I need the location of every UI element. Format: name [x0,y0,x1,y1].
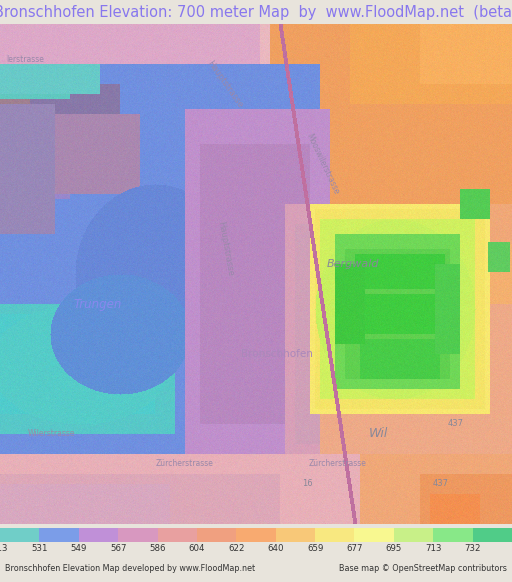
Text: 437: 437 [432,480,449,488]
Bar [39,528,79,542]
Text: 640: 640 [267,544,284,553]
Bar [197,528,237,542]
Text: Hauptstrasse: Hauptstrasse [216,221,234,278]
Text: 622: 622 [228,544,245,553]
Text: 659: 659 [307,544,323,553]
Text: 16: 16 [302,480,312,488]
Text: Base map © OpenStreetMap contributors: Base map © OpenStreetMap contributors [339,564,507,573]
Text: 531: 531 [31,544,48,553]
Text: 567: 567 [110,544,126,553]
Bar [354,528,394,542]
Text: Wilerstrasse: Wilerstrasse [28,430,75,438]
Bar [433,528,473,542]
Text: 549: 549 [71,544,87,553]
Text: 677: 677 [346,544,362,553]
Text: 586: 586 [150,544,166,553]
Text: Trungen: Trungen [73,297,121,311]
Bar [275,528,315,542]
Text: 732: 732 [464,544,481,553]
Text: Zürcherstrasse: Zürcherstrasse [155,459,214,469]
Bar [237,528,275,542]
Text: Wil: Wil [369,427,389,441]
Bar [79,528,118,542]
Bar [473,528,512,542]
Text: Bronschhofen Elevation Map developed by www.FloodMap.net: Bronschhofen Elevation Map developed by … [5,564,255,573]
Text: Hauptstrasse: Hauptstrasse [206,59,245,110]
Text: 695: 695 [386,544,402,553]
Text: 713: 713 [425,544,441,553]
Text: Mooswilerstrasse: Mooswilerstrasse [305,132,340,196]
Bar [118,528,158,542]
Text: Bronschhofen Elevation: 700 meter Map  by  www.FloodMap.net  (beta): Bronschhofen Elevation: 700 meter Map by… [0,5,512,20]
Bar [158,528,197,542]
Text: Zürcherstrasse: Zürcherstrasse [309,459,367,469]
Text: 604: 604 [189,544,205,553]
Text: 513: 513 [0,544,8,553]
Bar [394,528,433,542]
Text: lerstrasse: lerstrasse [7,55,45,64]
Bar [315,528,354,542]
Text: Bergwald: Bergwald [327,259,379,269]
Text: 437: 437 [447,420,464,428]
Text: Bronschhofen: Bronschhofen [241,349,312,359]
Bar [0,528,39,542]
